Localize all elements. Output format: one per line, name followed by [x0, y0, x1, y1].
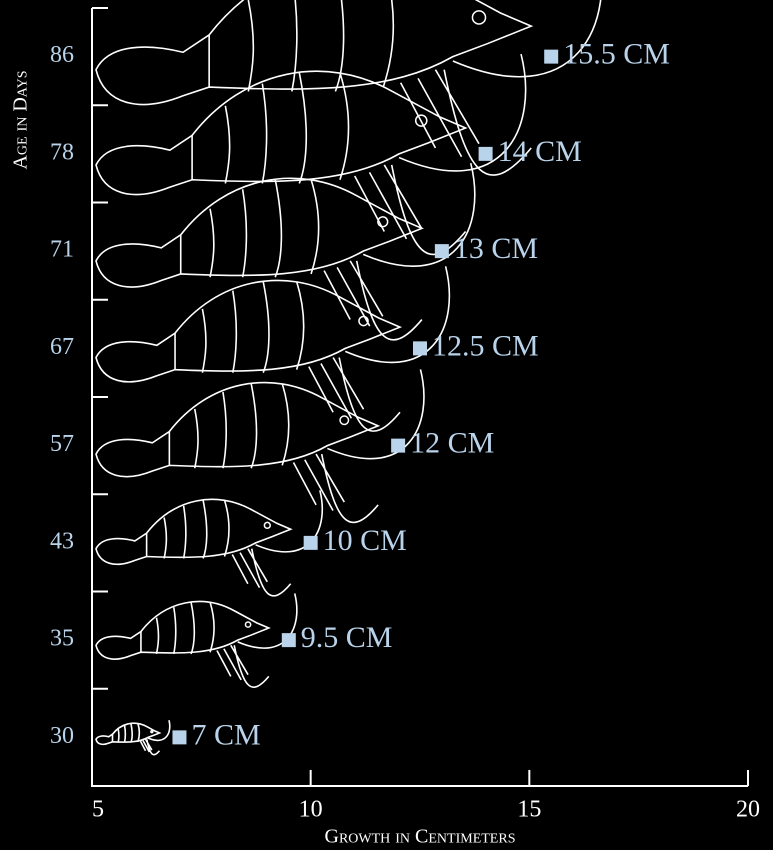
shrimp-outline	[140, 720, 169, 754]
data-label: 10 CM	[323, 524, 407, 557]
y-tick-label: 71	[50, 237, 74, 263]
shrimp-outline	[147, 500, 229, 558]
shrimp	[96, 0, 602, 175]
shrimp-outline	[96, 0, 531, 104]
shrimp	[96, 54, 526, 254]
point	[303, 535, 318, 550]
shrimp-outline	[96, 499, 291, 564]
shrimp	[96, 490, 322, 596]
shrimp	[96, 720, 170, 754]
y-axis-title: Age in Days	[10, 70, 32, 169]
x-tick-label: 20	[736, 797, 760, 823]
shrimp-eye	[378, 217, 388, 227]
x-tick-label: 5	[92, 797, 104, 823]
shrimp-outline	[355, 54, 526, 254]
point	[544, 49, 559, 64]
shrimp-outline	[96, 601, 269, 659]
shrimp-outline	[217, 593, 297, 687]
x-tick-label: 10	[299, 797, 323, 823]
shrimp-outline	[96, 280, 400, 381]
shrimp-outline	[113, 723, 140, 742]
y-tick-label: 43	[50, 528, 74, 554]
shrimp-outline	[401, 0, 602, 175]
shrimp-outline	[175, 281, 304, 372]
y-tick-label: 35	[50, 626, 74, 652]
y-tick-label: 86	[50, 42, 74, 68]
data-label: 7 CM	[191, 718, 260, 751]
x-axis-title: Growth in Centimeters	[325, 826, 516, 848]
shrimp-outline	[141, 602, 214, 654]
y-tick-label: 57	[50, 431, 74, 457]
point	[281, 633, 296, 648]
y-tick-label: 67	[50, 334, 74, 360]
shrimp-eye	[245, 622, 250, 627]
shrimp-outline	[209, 0, 393, 91]
data-label: 9.5 CM	[301, 621, 393, 654]
shrimp-outline	[232, 490, 322, 596]
shrimp	[96, 593, 297, 687]
data-label: 15.5 CM	[563, 38, 670, 71]
shrimp-outline	[96, 723, 159, 744]
data-label: 12 CM	[410, 427, 494, 460]
shrimp-eye	[340, 416, 348, 424]
shrimp-outline	[96, 178, 422, 287]
shrimp-outline	[192, 73, 348, 184]
point	[172, 730, 187, 745]
y-tick-label: 78	[50, 139, 74, 165]
data-label: 12.5 CM	[432, 329, 539, 362]
shrimp	[96, 266, 449, 431]
y-tick-label: 30	[50, 723, 74, 749]
shrimp-eye	[472, 11, 485, 24]
shrimp-outline	[169, 384, 288, 469]
shrimp	[96, 369, 424, 522]
point	[413, 341, 427, 356]
shrimp-outline	[181, 179, 319, 277]
data-label: 14 CM	[498, 135, 582, 168]
point	[478, 146, 493, 161]
shrimp-outline	[324, 163, 475, 340]
data-label: 13 CM	[454, 232, 538, 265]
shrimp-illustrations	[96, 0, 602, 755]
x-tick-label: 15	[517, 797, 541, 823]
shrimp-outline	[96, 383, 378, 477]
point	[391, 438, 406, 453]
shrimp-outline	[96, 71, 466, 194]
shrimp-outline	[293, 369, 423, 522]
shrimp-eye	[416, 115, 427, 126]
shrimp	[96, 163, 475, 340]
point	[434, 244, 449, 259]
shrimp-eye	[151, 731, 153, 733]
shrimp-outline	[309, 266, 450, 431]
shrimp-eye	[264, 522, 270, 528]
